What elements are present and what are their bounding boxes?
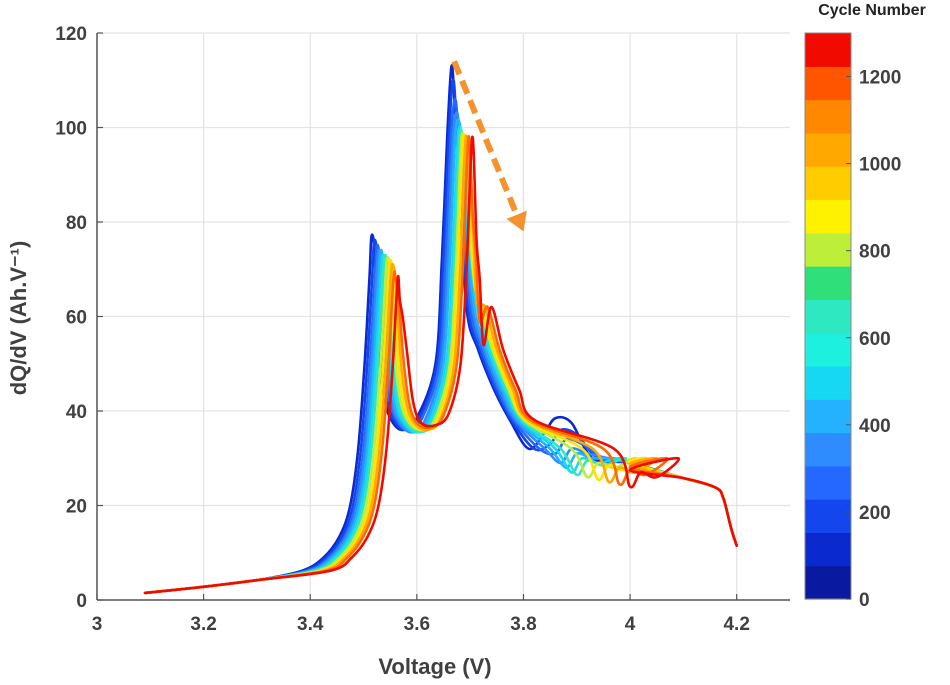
x-axis-title: Voltage (V) (378, 654, 491, 679)
colorbar-segment (805, 365, 851, 400)
trend-arrow (451, 60, 527, 232)
colorbar-segment (805, 499, 851, 534)
y-tick-label: 80 (66, 213, 87, 234)
series-line-cycle-1100 (143, 135, 738, 595)
trend-arrow-head (506, 210, 527, 232)
y-tick-label: 0 (76, 591, 87, 612)
series-line-cycle-400 (143, 118, 738, 595)
colorbar-segment (805, 99, 851, 134)
y-tick-label: 120 (55, 24, 87, 45)
colorbar-tick-label: 600 (859, 329, 891, 350)
colorbar-tick-label: 200 (859, 503, 891, 524)
colorbar-segment (805, 332, 851, 367)
x-tick-label: 3.6 (404, 614, 430, 635)
x-tick-label: 4.2 (723, 614, 749, 635)
colorbar-segment (805, 66, 851, 101)
colorbar-segment (805, 132, 851, 167)
y-tick-label: 60 (66, 308, 87, 329)
colorbar-segment (805, 532, 851, 567)
colorbar-segment (805, 399, 851, 434)
y-tick-label: 20 (66, 497, 87, 518)
series-line-cycle-200 (143, 97, 738, 595)
x-tick-label: 3.8 (510, 614, 536, 635)
colorbar-tick-label: 1200 (859, 68, 901, 89)
x-tick-label: 4 (625, 614, 636, 635)
series-line-cycle-600 (143, 128, 738, 595)
colorbar-segment (805, 232, 851, 267)
colorbar-segment (805, 432, 851, 467)
y-tick-label: 40 (66, 402, 87, 423)
colorbar-segment (805, 565, 851, 600)
curves (143, 64, 738, 595)
series-line-cycle-1250 (143, 135, 738, 595)
colorbar: 0 200 400 600 800 1000 1200 (804, 32, 901, 611)
colorbar-tick-label: 800 (859, 242, 891, 263)
trend-arrow-shaft (451, 60, 520, 216)
x-tick-label: 3.2 (190, 614, 216, 635)
colorbar-segment (805, 166, 851, 201)
colorbar-segment (805, 465, 851, 500)
x-tick-label: 3.4 (297, 614, 324, 635)
colorbar-segment (805, 266, 851, 300)
axes: 3 3.2 3.4 3.6 3.8 4 4.2 0 20 40 60 80 100 120 (55, 24, 790, 635)
y-tick-label: 100 (55, 119, 87, 140)
colorbar-title: Cycle Number (818, 2, 926, 19)
colorbar-tick-label: 1000 (859, 155, 901, 176)
x-tick-label: 3 (92, 614, 103, 635)
colorbar-segment (805, 33, 851, 67)
colorbar-segment (805, 299, 851, 334)
colorbar-frame (804, 32, 852, 600)
y-axis-title: dQ/dV (Ah.V⁻¹) (6, 241, 31, 396)
colorbar-tick-label: 400 (859, 416, 891, 437)
colorbar-segment (805, 199, 851, 234)
colorbar-tick-label: 0 (859, 590, 870, 611)
